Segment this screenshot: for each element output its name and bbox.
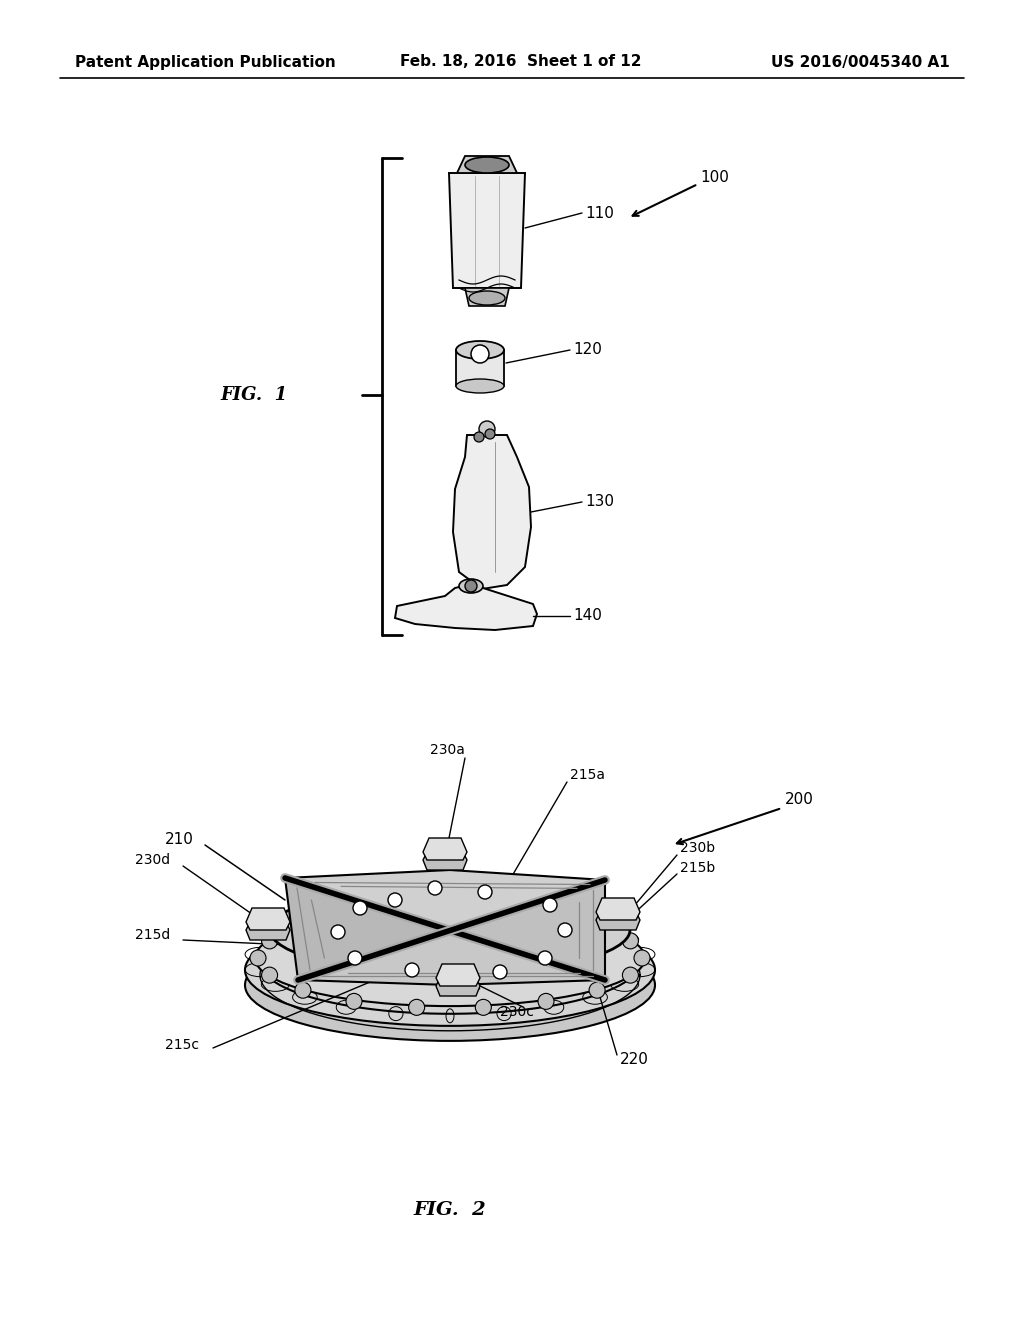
Text: 230c: 230c [500,1005,534,1019]
Text: 230b: 230b [680,841,715,855]
Circle shape [538,950,552,965]
Circle shape [455,973,469,987]
Ellipse shape [245,929,655,1041]
Polygon shape [436,978,480,997]
Circle shape [623,968,638,983]
Circle shape [331,925,345,939]
Circle shape [409,927,427,945]
Polygon shape [456,350,504,385]
Circle shape [623,933,638,949]
Circle shape [388,894,402,907]
Text: 110: 110 [585,206,613,220]
Circle shape [474,432,484,442]
Circle shape [465,579,477,591]
Circle shape [478,884,492,899]
Circle shape [538,994,554,1010]
Polygon shape [596,912,640,931]
Ellipse shape [245,915,655,1026]
Text: 100: 100 [700,170,729,186]
Text: 210: 210 [165,833,194,847]
Circle shape [295,917,311,933]
Text: 215a: 215a [570,768,605,781]
Circle shape [409,900,425,916]
Ellipse shape [270,886,630,974]
Polygon shape [465,288,509,306]
Text: Feb. 18, 2016  Sheet 1 of 12: Feb. 18, 2016 Sheet 1 of 12 [400,54,641,70]
Ellipse shape [456,341,504,359]
Polygon shape [449,173,525,288]
Circle shape [479,421,495,437]
Polygon shape [285,870,605,931]
Text: 230d: 230d [135,853,170,867]
Circle shape [346,994,362,1010]
Circle shape [493,965,507,979]
Circle shape [558,923,572,937]
Circle shape [348,950,362,965]
Ellipse shape [469,290,505,305]
Polygon shape [450,880,605,979]
Ellipse shape [459,579,483,593]
Polygon shape [596,898,640,920]
Circle shape [261,933,278,949]
Circle shape [473,927,492,945]
Text: 215c: 215c [165,1038,199,1052]
Circle shape [589,917,605,933]
Text: 215d: 215d [135,928,170,942]
Polygon shape [423,851,467,870]
Circle shape [353,902,367,915]
Ellipse shape [255,909,645,1006]
Text: 120: 120 [573,342,602,358]
Polygon shape [423,838,467,861]
Circle shape [534,933,552,950]
Text: US 2016/0045340 A1: US 2016/0045340 A1 [771,54,950,70]
Circle shape [475,999,492,1015]
Polygon shape [395,583,537,630]
Polygon shape [436,964,480,986]
Ellipse shape [456,379,504,393]
Text: 130: 130 [585,495,614,510]
Circle shape [346,907,362,923]
Circle shape [250,950,266,966]
Circle shape [634,950,650,966]
Polygon shape [246,908,290,931]
Text: 215b: 215b [680,861,715,875]
Circle shape [428,880,442,895]
Circle shape [538,907,554,923]
Circle shape [409,999,425,1015]
Polygon shape [246,921,290,940]
Circle shape [485,429,495,440]
Circle shape [406,964,419,977]
Ellipse shape [465,157,509,173]
Text: FIG.  2: FIG. 2 [414,1201,486,1218]
Polygon shape [457,156,517,173]
Circle shape [543,898,557,912]
Circle shape [475,900,492,916]
Text: Patent Application Publication: Patent Application Publication [75,54,336,70]
Circle shape [261,968,278,983]
Circle shape [295,982,311,998]
Text: 220: 220 [620,1052,649,1068]
Circle shape [471,345,489,363]
Text: 230a: 230a [430,743,465,756]
Text: 200: 200 [785,792,814,808]
Text: FIG.  1: FIG. 1 [220,385,287,404]
Polygon shape [285,878,450,979]
Polygon shape [298,931,605,985]
Polygon shape [453,436,531,589]
Circle shape [589,982,605,998]
Text: 140: 140 [573,609,602,623]
